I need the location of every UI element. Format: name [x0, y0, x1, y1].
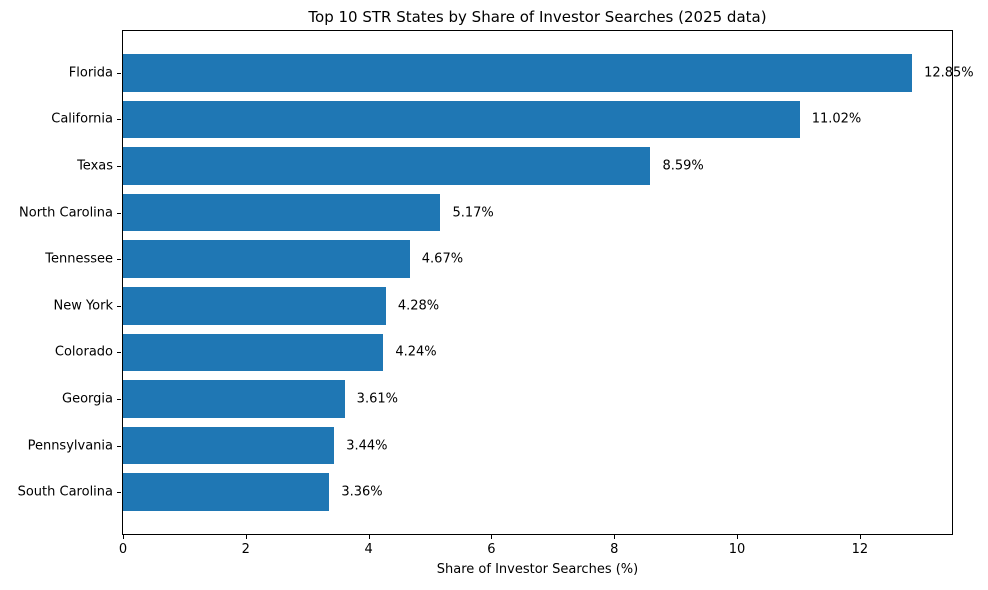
bar-value-label: 3.61% [356, 391, 398, 407]
y-tick [117, 165, 121, 167]
x-tick [859, 535, 861, 539]
y-category-label: California [51, 111, 113, 127]
x-tick [614, 535, 616, 539]
bar [123, 193, 441, 232]
bar-value-label: 8.59% [662, 158, 704, 174]
bar-value-label: 5.17% [452, 205, 494, 221]
x-tick [123, 535, 124, 539]
bar [123, 240, 410, 278]
x-tick [737, 535, 739, 539]
x-axis: 0 2 4 6 8 10 12 [119, 534, 952, 564]
y-tick [117, 119, 121, 121]
y-category-label: Tennessee [45, 251, 113, 267]
y-category-label: North Carolina [19, 205, 113, 221]
y-category-label: Florida [68, 65, 113, 81]
bar-row: North Carolina 5.17% [19, 193, 952, 232]
x-tick-label: 2 [241, 542, 250, 557]
bar [123, 380, 345, 418]
bar [123, 54, 913, 92]
bar-row: Tennessee 4.67% [45, 240, 952, 278]
x-axis-title: Share of Investor Searches (%) [436, 562, 639, 577]
y-category-label: Pennsylvania [27, 438, 113, 454]
x-tick-label: 12 [851, 542, 869, 557]
y-category-label: New York [53, 298, 113, 314]
x-tick [368, 535, 370, 539]
x-tick-label: 6 [487, 542, 496, 557]
bar [123, 426, 335, 465]
plot-area: Florida 12.85% California 11.02% Texas 8.59% N… [18, 30, 974, 557]
bar-row: Texas 8.59% [77, 147, 952, 185]
x-tick-label: 8 [610, 542, 619, 557]
chart-title: Top 10 STR States by Share of Investor S… [308, 8, 767, 26]
bar-row: Colorado 4.24% [55, 333, 952, 372]
x-tick-label: 10 [728, 542, 746, 557]
y-tick [117, 492, 121, 494]
bar-row: South Carolina 3.36% [18, 473, 952, 511]
bar-value-label: 12.85% [924, 65, 974, 81]
y-tick [117, 352, 121, 354]
bar-rows: Florida 12.85% California 11.02% Texas 8.59% N… [18, 54, 974, 511]
x-tick-label: 4 [364, 542, 373, 557]
bar-value-label: 3.44% [346, 438, 388, 454]
y-tick [117, 72, 121, 74]
bar-row: New York 4.28% [53, 287, 952, 325]
bar-value-label: 11.02% [811, 111, 862, 127]
bar-value-label: 4.28% [397, 298, 440, 314]
bar-row: Georgia 3.61% [62, 380, 952, 418]
y-tick [117, 259, 121, 261]
x-tick [491, 535, 493, 539]
bar-value-label: 4.24% [395, 344, 437, 360]
bar [123, 100, 800, 139]
bar-row: California 11.02% [51, 100, 952, 139]
bar-row: Pennsylvania 3.44% [28, 426, 952, 465]
y-tick [117, 212, 121, 214]
bar [123, 473, 330, 511]
bar [123, 287, 386, 325]
y-category-label: Georgia [62, 391, 113, 407]
y-category-label: Colorado [54, 344, 113, 360]
x-tick-label: 0 [118, 542, 128, 557]
bar-value-label: 4.67% [421, 251, 464, 267]
bar [123, 147, 651, 185]
bar [123, 333, 384, 372]
y-tick [117, 445, 121, 447]
bar-row: Florida 12.85% [69, 54, 974, 92]
x-tick [245, 535, 247, 539]
y-category-label: South Carolina [17, 484, 113, 500]
y-category-label: Texas [77, 158, 113, 174]
y-tick [117, 399, 121, 401]
bar-value-label: 3.36% [341, 484, 383, 500]
y-tick [117, 305, 121, 307]
